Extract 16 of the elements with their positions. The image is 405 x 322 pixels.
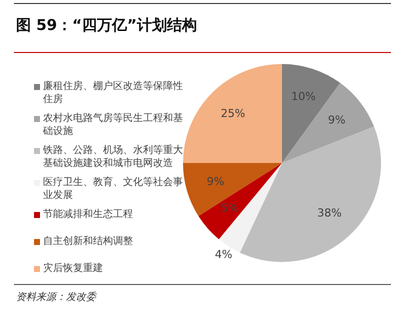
legend-label: 节能减排和生态工程 <box>43 208 133 221</box>
legend-label: 廉租住房、棚户区改造等保障性住房 <box>43 80 184 106</box>
data-label: 9% <box>328 113 346 126</box>
data-label: 10% <box>291 90 316 103</box>
data-label: 4% <box>214 248 232 261</box>
legend-label: 铁路、公路、机场、水利等重大基础设施建设和城市电网改造 <box>43 144 184 170</box>
data-label: 5% <box>221 202 239 215</box>
legend-label: 灾后恢复重建 <box>43 262 103 275</box>
data-label: 9% <box>206 175 224 188</box>
legend-label: 医疗卫生、教育、文化等社会事业发展 <box>43 176 184 202</box>
text: 资料来源：发改委 <box>16 290 96 304</box>
data-label: 25% <box>220 106 246 120</box>
chart-title: 图 59：“四万亿”计划结构 <box>16 16 197 35</box>
legend-label: 自主创新和结构调整 <box>43 235 133 248</box>
data-label: 38% <box>317 206 342 220</box>
legend-label: 农村水电路气房等民生工程和基础设施 <box>43 112 184 138</box>
